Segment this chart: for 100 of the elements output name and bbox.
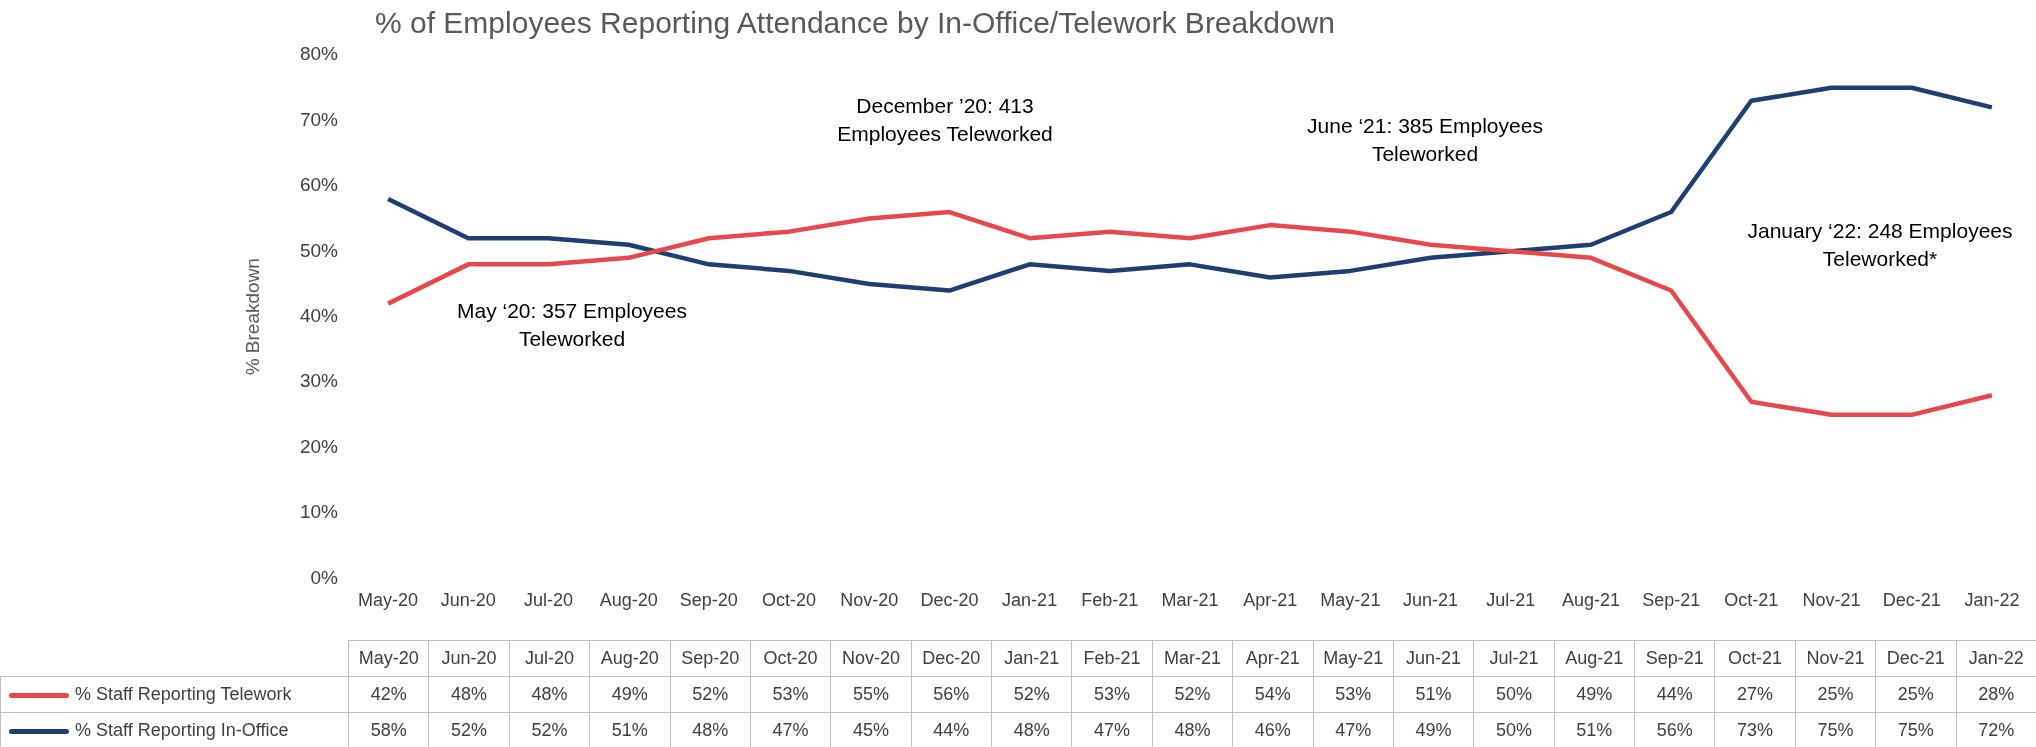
category-label: Jun-21 xyxy=(1406,648,1462,668)
data-label: 52% xyxy=(670,676,751,713)
category-label: Jun-20 xyxy=(441,648,497,668)
x-tick-label: Oct-21 xyxy=(1724,590,1779,611)
data-label: 56% xyxy=(1634,712,1715,747)
data-label: 25% xyxy=(1875,676,1956,713)
data-label: 46% xyxy=(1232,712,1313,747)
category-label: Jul-20 xyxy=(524,648,574,668)
data-label: 73% xyxy=(1714,712,1796,747)
data-label: 44% xyxy=(1634,676,1715,713)
x-tick-label: Dec-20 xyxy=(920,590,979,611)
chart-title: % of Employees Reporting Attendance by In-Office/Telework Breakdown xyxy=(375,6,1335,40)
data-label: 48% xyxy=(428,676,510,713)
category-label: May-21 xyxy=(1323,648,1384,668)
data-label: 49% xyxy=(1393,712,1474,747)
data-label: 52% xyxy=(509,712,590,747)
x-tick-label: Jun-21 xyxy=(1403,590,1459,611)
data-label: 55% xyxy=(830,676,912,713)
x-tick-label: Jun-20 xyxy=(440,590,496,611)
y-tick-label: 40% xyxy=(299,304,339,326)
y-tick-label: 70% xyxy=(299,108,339,130)
annotation: January ‘22: 248 Employees Teleworked* xyxy=(1746,218,2014,272)
x-tick-label: May-20 xyxy=(358,590,419,611)
y-tick-label: 20% xyxy=(299,435,339,457)
category-label: May-20 xyxy=(358,648,419,668)
data-label: 48% xyxy=(670,712,751,747)
category-label: Aug-21 xyxy=(1565,648,1624,668)
data-label: 56% xyxy=(911,676,992,713)
x-tick-label: Aug-21 xyxy=(1561,590,1620,611)
data-label: 28% xyxy=(1956,676,2036,713)
data-label: 53% xyxy=(1313,676,1394,713)
category-label: Jul-21 xyxy=(1489,648,1539,668)
category-label: Apr-21 xyxy=(1245,648,1300,668)
data-label: 75% xyxy=(1875,712,1956,747)
y-axis-title: % Breakdown xyxy=(241,258,263,376)
x-tick-label: Aug-20 xyxy=(599,590,658,611)
category-label: Oct-21 xyxy=(1728,648,1783,668)
data-label: 42% xyxy=(348,676,429,713)
x-tick-label: Nov-20 xyxy=(840,590,899,611)
annotation: May ‘20: 357 Employees Teleworked xyxy=(456,298,688,352)
annotation: June ‘21: 385 Employees Teleworked xyxy=(1306,113,1544,167)
category-label: Mar-21 xyxy=(1163,648,1221,668)
data-label: 75% xyxy=(1795,712,1876,747)
annotation: December ’20: 413 Employees Teleworked xyxy=(836,93,1054,147)
category-label: Jan-21 xyxy=(1004,648,1060,668)
data-label: 47% xyxy=(750,712,831,747)
data-label: 49% xyxy=(589,676,670,713)
data-label: 72% xyxy=(1956,712,2036,747)
data-label: 51% xyxy=(589,712,670,747)
x-tick-label: Dec-21 xyxy=(1882,590,1941,611)
category-label: Sep-21 xyxy=(1645,648,1704,668)
y-tick-label: 10% xyxy=(299,501,339,523)
y-tick-label: 30% xyxy=(299,370,339,392)
data-label: 51% xyxy=(1393,676,1474,713)
data-label: 44% xyxy=(911,712,992,747)
category-label: Dec-21 xyxy=(1886,648,1945,668)
x-tick-label: Jan-22 xyxy=(1964,590,2020,611)
data-label: 50% xyxy=(1473,712,1555,747)
x-tick-label: May-21 xyxy=(1320,590,1381,611)
category-label: Nov-20 xyxy=(841,648,900,668)
data-label: 27% xyxy=(1714,676,1796,713)
x-tick-label: Sep-21 xyxy=(1642,590,1701,611)
category-label: Dec-20 xyxy=(922,648,981,668)
category-label: Feb-21 xyxy=(1083,648,1141,668)
y-tick-label: 0% xyxy=(310,566,339,588)
y-tick-label: 60% xyxy=(299,174,339,196)
category-label: Jan-22 xyxy=(1968,648,2024,668)
x-tick-label: Oct-20 xyxy=(762,590,817,611)
data-label: 25% xyxy=(1795,676,1876,713)
x-tick-label: Mar-21 xyxy=(1161,590,1219,611)
data-label: 45% xyxy=(830,712,912,747)
data-label: 53% xyxy=(750,676,831,713)
category-label: Sep-20 xyxy=(681,648,740,668)
data-label: 53% xyxy=(1071,676,1153,713)
legend-label: % Staff Reporting In-Office xyxy=(75,720,289,740)
data-label: 47% xyxy=(1313,712,1394,747)
category-label: Aug-20 xyxy=(600,648,659,668)
data-label: 51% xyxy=(1554,712,1635,747)
category-label: Nov-21 xyxy=(1806,648,1865,668)
data-label: 49% xyxy=(1554,676,1635,713)
data-label: 47% xyxy=(1071,712,1153,747)
data-label: 52% xyxy=(1152,676,1233,713)
y-tick-label: 50% xyxy=(299,239,339,261)
x-tick-label: Sep-20 xyxy=(679,590,738,611)
data-label: 52% xyxy=(428,712,510,747)
data-label: 58% xyxy=(348,712,429,747)
data-label: 50% xyxy=(1473,676,1555,713)
data-label: 52% xyxy=(991,676,1072,713)
category-label: Oct-20 xyxy=(763,648,818,668)
legend-label: % Staff Reporting Telework xyxy=(75,684,292,704)
data-label: 48% xyxy=(991,712,1072,747)
x-tick-label: Feb-21 xyxy=(1081,590,1139,611)
data-label: 48% xyxy=(509,676,590,713)
x-tick-label: Jul-20 xyxy=(523,590,573,611)
x-tick-label: Jul-21 xyxy=(1486,590,1536,611)
y-tick-label: 80% xyxy=(299,43,339,65)
data-label: 54% xyxy=(1232,676,1313,713)
x-tick-label: Apr-21 xyxy=(1243,590,1298,611)
x-tick-label: Jan-21 xyxy=(1002,590,1058,611)
x-tick-label: Nov-21 xyxy=(1802,590,1861,611)
